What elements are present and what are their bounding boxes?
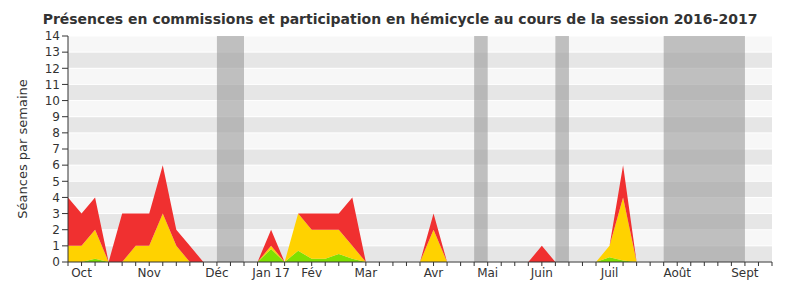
svg-text:Sept: Sept bbox=[731, 266, 759, 280]
svg-text:Juin: Juin bbox=[530, 266, 553, 280]
svg-text:Juil: Juil bbox=[600, 266, 619, 280]
svg-text:6: 6 bbox=[52, 158, 60, 172]
svg-text:12: 12 bbox=[45, 62, 60, 76]
svg-text:Séances par semaine: Séances par semaine bbox=[15, 79, 30, 218]
svg-text:14: 14 bbox=[45, 30, 60, 43]
svg-text:7: 7 bbox=[52, 142, 60, 156]
svg-text:Déc: Déc bbox=[205, 266, 228, 280]
svg-text:8: 8 bbox=[52, 126, 60, 140]
svg-text:Fév: Fév bbox=[301, 266, 322, 280]
svg-text:Mai: Mai bbox=[477, 266, 498, 280]
svg-text:10: 10 bbox=[45, 94, 60, 108]
svg-text:Mar: Mar bbox=[355, 266, 378, 280]
svg-text:4: 4 bbox=[52, 191, 60, 205]
html-text:Présences en commissions et pa: Présences en commissions et participatio… bbox=[42, 11, 758, 27]
svg-text:3: 3 bbox=[52, 207, 60, 221]
svg-text:Jan 17: Jan 17 bbox=[251, 266, 290, 280]
svg-text:9: 9 bbox=[52, 110, 60, 124]
svg-text:Oct: Oct bbox=[71, 266, 92, 280]
svg-text:1: 1 bbox=[52, 239, 60, 253]
svg-text:13: 13 bbox=[45, 45, 60, 59]
svg-text:5: 5 bbox=[52, 175, 60, 189]
svg-text:Avr: Avr bbox=[424, 266, 444, 280]
svg-text:Nov: Nov bbox=[138, 266, 161, 280]
svg-text:11: 11 bbox=[45, 78, 60, 92]
svg-text:2: 2 bbox=[52, 223, 60, 237]
svg-text:Août: Août bbox=[663, 266, 691, 280]
svg-text:0: 0 bbox=[52, 255, 60, 269]
